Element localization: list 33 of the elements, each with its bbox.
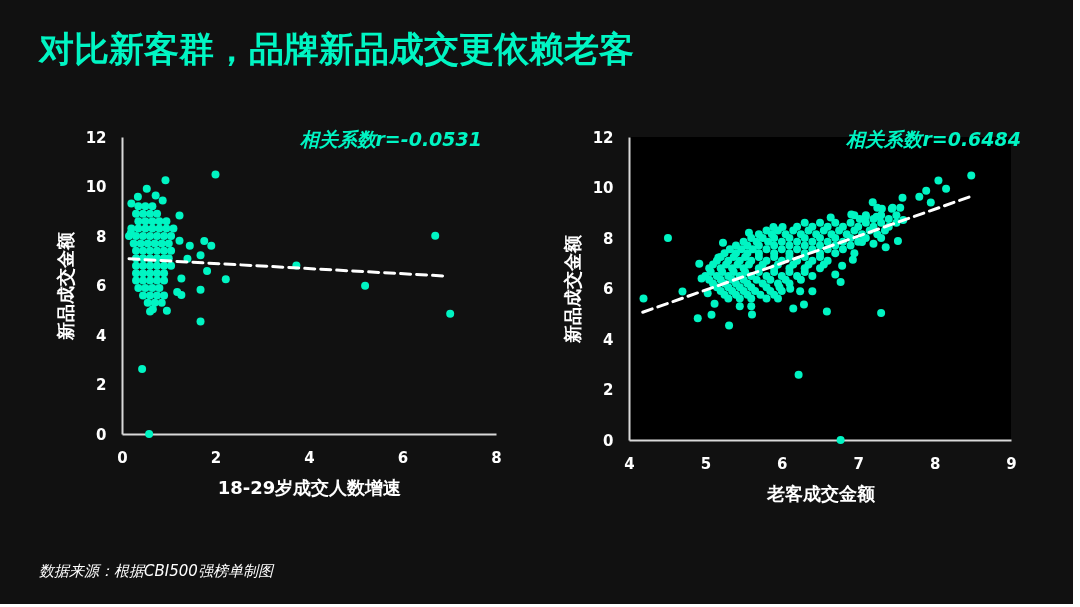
x-tick-label: 5 [700,454,712,473]
x-tick-label: 7 [853,454,864,473]
x-tick-label: 4 [624,454,635,473]
x-axis-title: 老客成交金额 [765,482,876,504]
y-axis-title: 新品成交金额 [54,231,76,341]
y-tick-label: 6 [603,280,614,298]
y-tick-label: 2 [96,376,107,394]
y-tick-label: 10 [85,178,107,196]
y-axis-title: 新品成交金额 [561,234,583,344]
y-tick-label: 10 [592,179,614,197]
y-tick-label: 6 [96,277,107,295]
y-tick-label: 0 [96,425,107,444]
y-tick-label: 4 [603,330,614,349]
y-tick-label: 8 [96,227,107,246]
chart-title: 对比新客群，品牌新品成交更依赖老客 [37,28,634,69]
x-tick-label: 4 [304,448,315,467]
x-tick-label: 0 [117,448,128,467]
x-tick-label: 9 [1006,454,1017,473]
y-tick-label: 12 [592,128,614,147]
x-axis-title: 18-29岁成交人数增速 [217,476,402,498]
x-tick-label: 8 [929,454,941,473]
x-tick-label: 6 [397,448,409,467]
x-tick-label: 2 [210,448,222,467]
x-tick-label: 8 [491,448,502,467]
annotation: 相关系数r=-0.0531 [298,128,482,150]
annotation: 相关系数r=0.6484 [845,128,1021,150]
x-tick-label: 6 [777,454,788,473]
y-tick-label: 8 [603,229,614,248]
source-note: 数据来源：根据CBI500强榜单制图 [39,562,275,580]
y-tick-label: 0 [603,431,614,450]
y-tick-label: 4 [96,326,107,345]
y-tick-label: 12 [85,128,107,147]
y-tick-label: 2 [603,381,614,399]
